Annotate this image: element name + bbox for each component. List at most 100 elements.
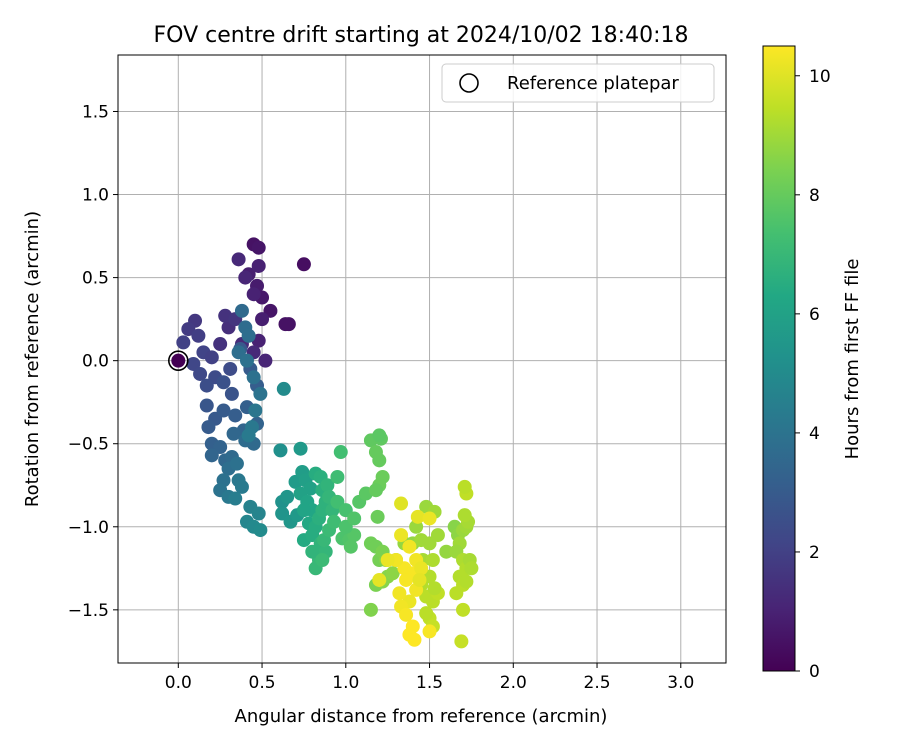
data-point	[228, 408, 243, 423]
data-point	[201, 420, 216, 435]
axes: 0.0 0.5 1.0 1.5 2.0 2.5 3.0 −1.5 −1.0 −0.5 0.0 0.5 1…	[68, 54, 727, 693]
data-point	[320, 478, 335, 493]
data-point	[216, 375, 231, 390]
data-point	[399, 607, 414, 622]
data-point	[457, 479, 472, 494]
colorbar-tick-label: 4	[809, 424, 820, 444]
data-point	[370, 509, 385, 524]
y-tick-label: 0.0	[82, 352, 109, 372]
data-point	[385, 566, 400, 581]
data-point	[258, 353, 273, 368]
data-point	[273, 443, 288, 458]
y-tick-label: 1.0	[82, 186, 109, 206]
y-axis-label: Rotation from reference (arcmin)	[22, 211, 43, 507]
colorbar-tick-label: 8	[809, 186, 820, 206]
colorbar-ticks: 0 2 4 6 8 10	[795, 67, 831, 682]
data-point	[241, 328, 256, 343]
data-point	[251, 506, 266, 521]
data-point	[422, 511, 437, 526]
data-point	[422, 624, 437, 639]
reference-point-marker	[167, 350, 189, 371]
data-points	[167, 237, 479, 649]
data-point	[234, 479, 249, 494]
data-point	[234, 303, 249, 318]
data-point	[305, 544, 320, 559]
colorbar-gradient	[762, 45, 796, 672]
data-point	[439, 544, 454, 559]
data-point	[296, 257, 311, 272]
data-point	[372, 453, 387, 468]
data-point	[402, 539, 417, 554]
data-point	[191, 328, 206, 343]
legend-box	[441, 63, 715, 103]
data-point	[419, 606, 434, 621]
data-point	[241, 428, 256, 443]
data-point	[399, 572, 414, 587]
data-point	[186, 356, 201, 371]
data-point	[410, 509, 425, 524]
data-point	[251, 240, 266, 255]
x-tick-label: 0.0	[165, 673, 192, 693]
data-point	[372, 572, 387, 587]
data-point	[425, 553, 440, 568]
x-tick-label: 0.5	[249, 673, 276, 693]
data-point	[199, 378, 214, 393]
colorbar-label: Hours from first FF file	[842, 259, 863, 460]
data-point	[280, 489, 295, 504]
data-point	[380, 553, 395, 568]
data-point	[238, 270, 253, 285]
colorbar-tick-label: 2	[809, 543, 820, 563]
data-point	[223, 361, 238, 376]
data-point	[199, 398, 214, 413]
data-point	[193, 366, 208, 381]
data-point	[216, 403, 231, 418]
data-point	[454, 634, 469, 649]
x-tick-label: 1.5	[416, 673, 443, 693]
data-point	[412, 572, 427, 587]
plot-frame	[117, 54, 727, 664]
data-point	[315, 553, 330, 568]
data-point	[253, 523, 268, 538]
colorbar-tick-label: 6	[809, 305, 820, 325]
data-point	[333, 445, 348, 460]
data-point	[347, 511, 362, 526]
data-point	[392, 586, 407, 601]
colorbar-tick-label: 0	[809, 662, 820, 682]
data-point	[251, 258, 266, 273]
data-point	[464, 561, 479, 576]
data-point	[204, 448, 219, 463]
data-point	[246, 287, 261, 302]
data-point	[181, 322, 196, 337]
data-point	[449, 586, 464, 601]
data-point	[394, 528, 409, 543]
x-tick-label: 2.0	[500, 673, 527, 693]
data-point	[204, 350, 219, 365]
data-point	[255, 312, 270, 327]
y-tick-label: 1.5	[82, 102, 109, 122]
y-tick-label: −0.5	[68, 435, 109, 455]
data-point	[394, 496, 409, 511]
grid	[118, 55, 726, 663]
data-point	[248, 403, 263, 418]
colorbar-tick-label: 10	[809, 67, 831, 87]
data-point	[253, 386, 268, 401]
data-point	[246, 370, 261, 385]
x-tick-label: 3.0	[667, 673, 694, 693]
data-point	[414, 561, 429, 576]
legend-label-reference: Reference platepar	[507, 73, 679, 94]
data-point	[330, 469, 345, 484]
x-axis-label: Angular distance from reference (arcmin)	[235, 706, 608, 727]
data-point	[407, 632, 422, 647]
y-tick-label: −1.5	[68, 601, 109, 621]
data-point	[276, 381, 291, 396]
data-point	[456, 602, 471, 617]
data-point	[296, 503, 311, 518]
data-point	[368, 483, 383, 498]
data-point	[343, 539, 358, 554]
x-tick-label: 2.5	[584, 673, 611, 693]
data-point	[213, 337, 228, 352]
legend: Reference platepar	[441, 63, 715, 103]
legend-marker-reference	[459, 73, 479, 93]
